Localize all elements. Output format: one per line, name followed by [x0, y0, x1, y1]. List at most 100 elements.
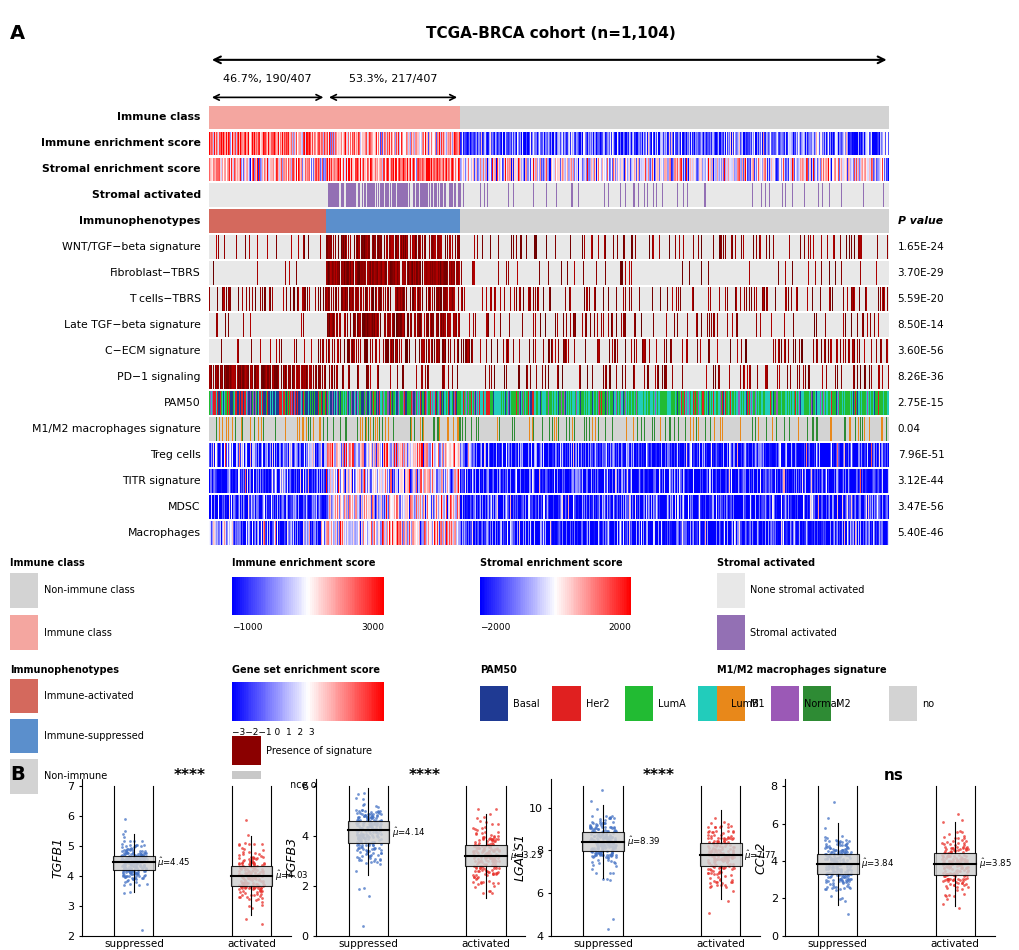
Point [117, 853, 133, 868]
Bar [602, 577, 604, 616]
Text: Basal: Basal [513, 698, 539, 709]
Point [833, 890, 849, 905]
Point [828, 854, 845, 869]
Point [952, 861, 968, 876]
Point [488, 865, 504, 881]
Point [582, 820, 598, 835]
Point [841, 848, 857, 864]
Point [700, 855, 716, 870]
Point [601, 839, 618, 854]
Point [587, 818, 603, 833]
Point [467, 826, 483, 841]
Point [354, 839, 370, 854]
Point [934, 873, 951, 888]
Point [704, 863, 720, 878]
Point [364, 829, 380, 845]
Text: 53.3%, 217/407: 53.3%, 217/407 [348, 74, 437, 85]
Point [839, 906, 855, 922]
Point [117, 864, 133, 880]
Point [116, 853, 132, 868]
Point [233, 862, 250, 877]
Point [949, 842, 965, 857]
Point [839, 873, 855, 888]
Point [935, 861, 952, 876]
Point [604, 826, 621, 841]
Text: no: no [921, 698, 933, 709]
Point [240, 899, 257, 914]
Point [816, 830, 833, 846]
Point [723, 846, 740, 861]
Bar [345, 577, 347, 616]
Point [947, 875, 963, 890]
Point [125, 871, 142, 886]
Point [839, 871, 855, 886]
Point [820, 849, 837, 865]
Point [821, 876, 838, 891]
Point [474, 874, 490, 889]
Point [351, 850, 367, 865]
Point [123, 870, 140, 885]
Point [952, 849, 968, 865]
Bar [357, 682, 359, 721]
Point [591, 815, 607, 830]
Text: Normal: Normal [803, 698, 839, 709]
Point [958, 870, 974, 885]
Point [353, 807, 369, 822]
Bar [283, 682, 285, 721]
Point [121, 851, 138, 866]
Text: C−ECM signature: C−ECM signature [105, 347, 201, 356]
Point [370, 832, 386, 847]
Point [486, 852, 502, 867]
Point [944, 873, 960, 888]
Point [701, 876, 717, 891]
Point [236, 874, 253, 889]
Text: WNT/TGF−beta signature: WNT/TGF−beta signature [62, 242, 201, 253]
Point [943, 854, 959, 869]
Point [842, 866, 858, 882]
Point [130, 863, 147, 878]
Point [823, 862, 840, 877]
Point [704, 847, 720, 863]
Text: LumB: LumB [731, 698, 758, 709]
Point [351, 840, 367, 855]
Point [135, 850, 151, 865]
Point [355, 791, 371, 807]
Point [125, 848, 142, 864]
Point [138, 850, 154, 865]
Point [120, 856, 137, 871]
Point [702, 844, 718, 859]
Point [363, 842, 379, 857]
Point [479, 853, 495, 868]
Point [938, 848, 955, 864]
Point [124, 866, 141, 882]
Bar [368, 577, 370, 616]
Point [231, 866, 248, 882]
Point [700, 846, 716, 861]
Point [465, 874, 481, 889]
Point [481, 844, 497, 859]
Point [116, 870, 132, 885]
Point [834, 834, 850, 849]
Point [484, 853, 500, 868]
Point [594, 825, 610, 840]
Point [117, 860, 133, 875]
Point [368, 817, 384, 832]
Point [943, 856, 959, 871]
Point [484, 843, 500, 858]
Point [484, 832, 500, 847]
Point [485, 834, 501, 849]
Point [953, 850, 969, 865]
Bar [547, 577, 549, 616]
Point [938, 871, 955, 886]
Point [248, 868, 264, 884]
Point [830, 834, 847, 849]
Point [472, 874, 488, 889]
Point [481, 840, 497, 855]
Point [712, 860, 729, 875]
Point [709, 834, 726, 849]
Point [708, 835, 725, 850]
Point [594, 840, 610, 855]
Point [594, 871, 610, 886]
Point [836, 854, 852, 869]
Bar [510, 577, 512, 616]
